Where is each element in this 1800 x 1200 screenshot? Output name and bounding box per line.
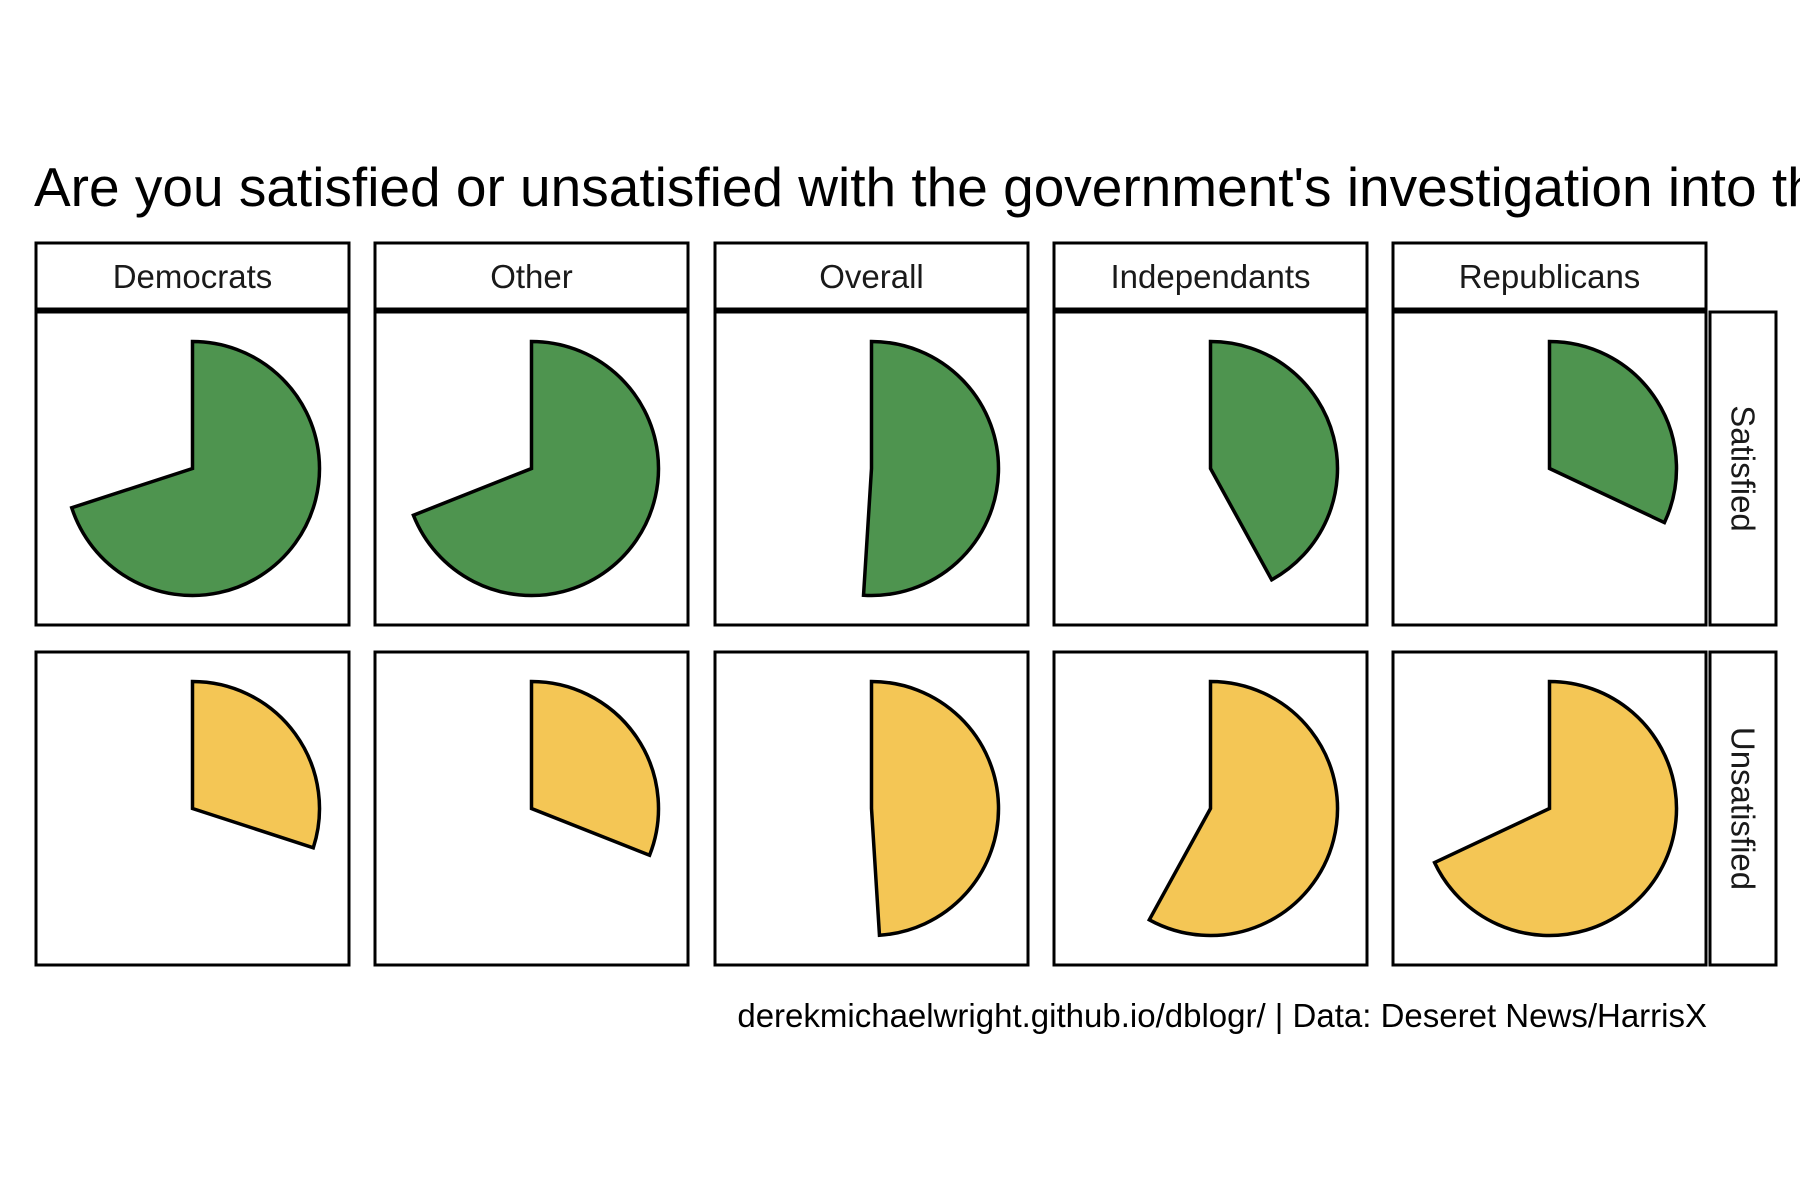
row-strip-unsatisfied [1708,650,1778,967]
slice-unsatisfied-independants [1146,679,1340,938]
slice-unsatisfied-overall [869,679,1001,938]
row-strip-satisfied [1708,310,1778,627]
chart-title: Are you satisfied or unsatisfied with th… [34,156,1800,218]
strip-other [373,241,690,311]
strip-label-other: Other [490,258,573,295]
strip-label-democrats: Democrats [113,258,273,295]
slice-unsatisfied-other [529,679,661,858]
strip-independants [1052,241,1369,311]
row-strip-label-satisfied: Satisfied [1725,405,1762,532]
slice-satisfied-independants [1208,339,1340,583]
slice-satisfied-other [411,339,661,598]
row-strip-label-unsatisfied: Unsatisfied [1725,727,1762,890]
strip-overall [713,241,1030,311]
strip-republicans [1391,241,1708,311]
slice-unsatisfied-republicans [1432,679,1679,938]
strip-label-independants: Independants [1110,258,1310,295]
slice-satisfied-republicans [1547,339,1679,525]
facet-panels: Democrats Other Overall Independants Republi… [34,241,1778,967]
slice-unsatisfied-democrats [190,679,322,850]
strip-democrats [34,241,351,311]
slice-satisfied-democrats [69,339,322,598]
strip-label-republicans: Republicans [1459,258,1641,295]
slice-satisfied-overall [861,339,1001,598]
chart-caption: derekmichaelwright.github.io/dblogr/ | D… [737,997,1707,1034]
strip-label-overall: Overall [819,258,924,295]
